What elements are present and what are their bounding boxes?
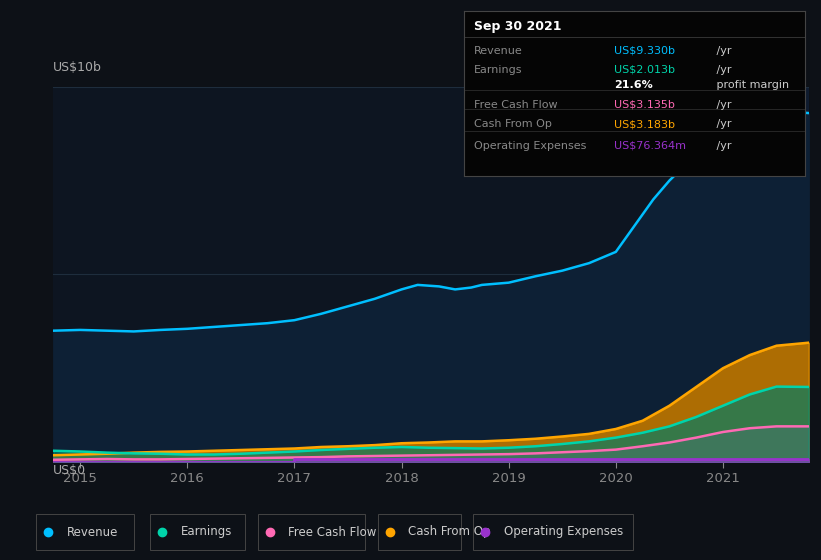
Text: Cash From Op: Cash From Op [474,119,552,129]
Text: US$10b: US$10b [53,60,103,74]
Text: /yr: /yr [713,46,731,56]
Text: US$3.183b: US$3.183b [614,119,675,129]
FancyBboxPatch shape [150,514,245,550]
Text: /yr: /yr [713,100,731,110]
Text: 21.6%: 21.6% [614,80,653,90]
Bar [686,87,809,462]
Text: /yr: /yr [713,141,731,151]
Text: US$3.135b: US$3.135b [614,100,675,110]
Text: Operating Expenses: Operating Expenses [504,525,623,539]
FancyBboxPatch shape [378,514,461,550]
Text: Revenue: Revenue [67,525,118,539]
Text: Revenue: Revenue [474,46,523,56]
FancyBboxPatch shape [36,514,135,550]
Text: Operating Expenses: Operating Expenses [474,141,586,151]
Text: US$76.364m: US$76.364m [614,141,686,151]
Text: US$2.013b: US$2.013b [614,65,675,75]
Text: profit margin: profit margin [713,80,789,90]
Text: Free Cash Flow: Free Cash Flow [474,100,557,110]
Text: Cash From Op: Cash From Op [409,525,491,539]
Text: Free Cash Flow: Free Cash Flow [288,525,377,539]
Text: US$0: US$0 [53,464,86,477]
FancyBboxPatch shape [258,514,365,550]
Text: /yr: /yr [713,119,731,129]
Text: Earnings: Earnings [474,65,523,75]
Text: /yr: /yr [713,65,731,75]
Text: Earnings: Earnings [181,525,232,539]
FancyBboxPatch shape [473,514,633,550]
Text: US$9.330b: US$9.330b [614,46,675,56]
Text: Sep 30 2021: Sep 30 2021 [474,20,562,32]
